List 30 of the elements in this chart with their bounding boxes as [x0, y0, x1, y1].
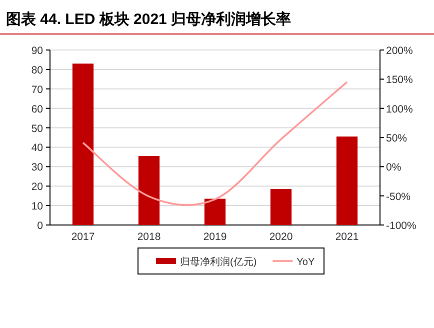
- y-tick-label: 0: [37, 220, 44, 232]
- y2-tick-label: 150%: [386, 74, 413, 86]
- y-tick-label: 10: [31, 200, 44, 213]
- chart-title: 图表 44. LED 板块 2021 归母净利润增长率: [6, 10, 292, 28]
- y-tick-label: 30: [31, 162, 44, 174]
- y2-tick-label: 50%: [386, 132, 408, 144]
- bar: [336, 136, 358, 225]
- y-tick-label: 60: [31, 103, 44, 116]
- y-tick-label: 70: [31, 84, 44, 96]
- x-tick-label: 2017: [71, 231, 95, 243]
- y2-tick-label: 100%: [386, 103, 413, 116]
- x-tick-label: 2020: [269, 231, 293, 243]
- y2-tick-label: 0%: [386, 162, 402, 174]
- bar: [204, 198, 226, 225]
- x-tick-label: 2021: [335, 231, 359, 243]
- bar: [138, 156, 160, 225]
- y-tick-label: 50: [31, 122, 44, 135]
- legend-label: YoY: [296, 257, 315, 268]
- y2-tick-label: -50%: [386, 190, 411, 203]
- x-tick-label: 2019: [203, 231, 227, 243]
- y-tick-label: 20: [31, 181, 44, 194]
- y2-tick-label: -100%: [386, 220, 416, 232]
- bar: [270, 189, 292, 225]
- y-tick-label: 80: [31, 64, 44, 76]
- y2-tick-label: 200%: [386, 45, 413, 57]
- y-tick-label: 40: [31, 142, 44, 154]
- bar: [72, 64, 94, 225]
- x-tick-label: 2018: [137, 231, 161, 243]
- legend-label: 归母净利润(亿元): [180, 256, 257, 268]
- y-tick-label: 90: [31, 45, 44, 57]
